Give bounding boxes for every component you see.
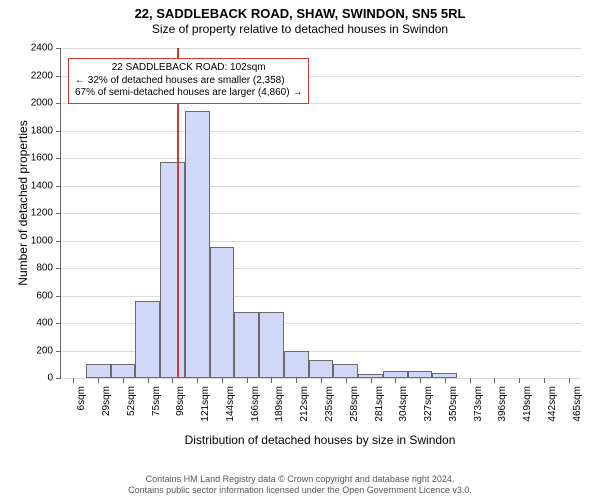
bar — [210, 247, 235, 378]
xtick-label: 258sqm — [349, 386, 360, 422]
footer-line1: Contains HM Land Registry data © Crown c… — [0, 474, 600, 485]
ytick-mark — [56, 241, 61, 242]
xtick-label: 121sqm — [200, 386, 211, 422]
xtick-mark — [296, 378, 297, 383]
xtick-mark — [197, 378, 198, 383]
xtick-mark — [494, 378, 495, 383]
xtick-label: 419sqm — [522, 386, 533, 422]
xtick-label: 212sqm — [299, 386, 310, 422]
xtick-label: 189sqm — [274, 386, 285, 422]
ytick-label: 2200 — [18, 70, 53, 81]
ytick-label: 400 — [18, 318, 53, 329]
ytick-mark — [56, 131, 61, 132]
gridline — [61, 131, 581, 132]
xtick-mark — [123, 378, 124, 383]
gridline — [61, 268, 581, 269]
xtick-mark — [445, 378, 446, 383]
xtick-mark — [247, 378, 248, 383]
ytick-label: 2400 — [18, 43, 53, 54]
ytick-mark — [56, 351, 61, 352]
xtick-label: 6sqm — [76, 386, 87, 410]
bar — [284, 351, 309, 379]
xtick-label: 442sqm — [547, 386, 558, 422]
xtick-label: 166sqm — [250, 386, 261, 422]
chart-container: 22, SADDLEBACK ROAD, SHAW, SWINDON, SN5 … — [0, 0, 600, 500]
xtick-mark — [569, 378, 570, 383]
xtick-mark — [98, 378, 99, 383]
xtick-label: 373sqm — [473, 386, 484, 422]
bar — [86, 364, 111, 378]
ytick-label: 0 — [18, 373, 53, 384]
xtick-label: 350sqm — [448, 386, 459, 422]
gridline — [61, 48, 581, 49]
xtick-label: 29sqm — [101, 386, 112, 416]
gridline — [61, 296, 581, 297]
footer-attribution: Contains HM Land Registry data © Crown c… — [0, 474, 600, 496]
xtick-label: 144sqm — [225, 386, 236, 422]
bar — [135, 301, 160, 378]
ytick-mark — [56, 296, 61, 297]
ytick-mark — [56, 323, 61, 324]
bar — [160, 162, 185, 378]
gridline — [61, 158, 581, 159]
chart-subtitle: Size of property relative to detached ho… — [0, 22, 600, 36]
bar — [234, 312, 259, 378]
ytick-mark — [56, 186, 61, 187]
bar — [185, 111, 210, 378]
xtick-mark — [148, 378, 149, 383]
bar — [259, 312, 284, 378]
xtick-mark — [544, 378, 545, 383]
annotation-box: 22 SADDLEBACK ROAD: 102sqm← 32% of detac… — [68, 58, 309, 104]
xtick-mark — [172, 378, 173, 383]
xtick-mark — [470, 378, 471, 383]
x-axis-label: Distribution of detached houses by size … — [60, 433, 580, 447]
bar — [111, 364, 136, 378]
bar — [383, 371, 408, 378]
xtick-mark — [420, 378, 421, 383]
xtick-mark — [346, 378, 347, 383]
xtick-mark — [519, 378, 520, 383]
ytick-mark — [56, 158, 61, 159]
ytick-mark — [56, 103, 61, 104]
xtick-mark — [222, 378, 223, 383]
gridline — [61, 241, 581, 242]
xtick-label: 465sqm — [572, 386, 583, 422]
xtick-label: 235sqm — [324, 386, 335, 422]
footer-line2: Contains public sector information licen… — [0, 485, 600, 496]
xtick-mark — [321, 378, 322, 383]
ytick-mark — [56, 48, 61, 49]
xtick-label: 52sqm — [126, 386, 137, 416]
annotation-line: 67% of semi-detached houses are larger (… — [75, 87, 302, 100]
xtick-label: 98sqm — [175, 386, 186, 416]
xtick-mark — [73, 378, 74, 383]
xtick-label: 304sqm — [398, 386, 409, 422]
ytick-label: 200 — [18, 345, 53, 356]
bar — [333, 364, 358, 378]
bar — [408, 371, 433, 378]
xtick-mark — [371, 378, 372, 383]
xtick-label: 281sqm — [374, 386, 385, 422]
ytick-mark — [56, 378, 61, 379]
ytick-mark — [56, 268, 61, 269]
annotation-line: ← 32% of detached houses are smaller (2,… — [75, 75, 302, 88]
y-axis-label: Number of detached properties — [16, 93, 30, 313]
annotation-line: 22 SADDLEBACK ROAD: 102sqm — [75, 62, 302, 75]
bar — [309, 360, 334, 378]
ytick-mark — [56, 76, 61, 77]
chart-title: 22, SADDLEBACK ROAD, SHAW, SWINDON, SN5 … — [0, 0, 600, 22]
gridline — [61, 186, 581, 187]
xtick-label: 327sqm — [423, 386, 434, 422]
xtick-mark — [395, 378, 396, 383]
xtick-label: 396sqm — [497, 386, 508, 422]
xtick-label: 75sqm — [151, 386, 162, 416]
xtick-mark — [271, 378, 272, 383]
gridline — [61, 213, 581, 214]
ytick-mark — [56, 213, 61, 214]
